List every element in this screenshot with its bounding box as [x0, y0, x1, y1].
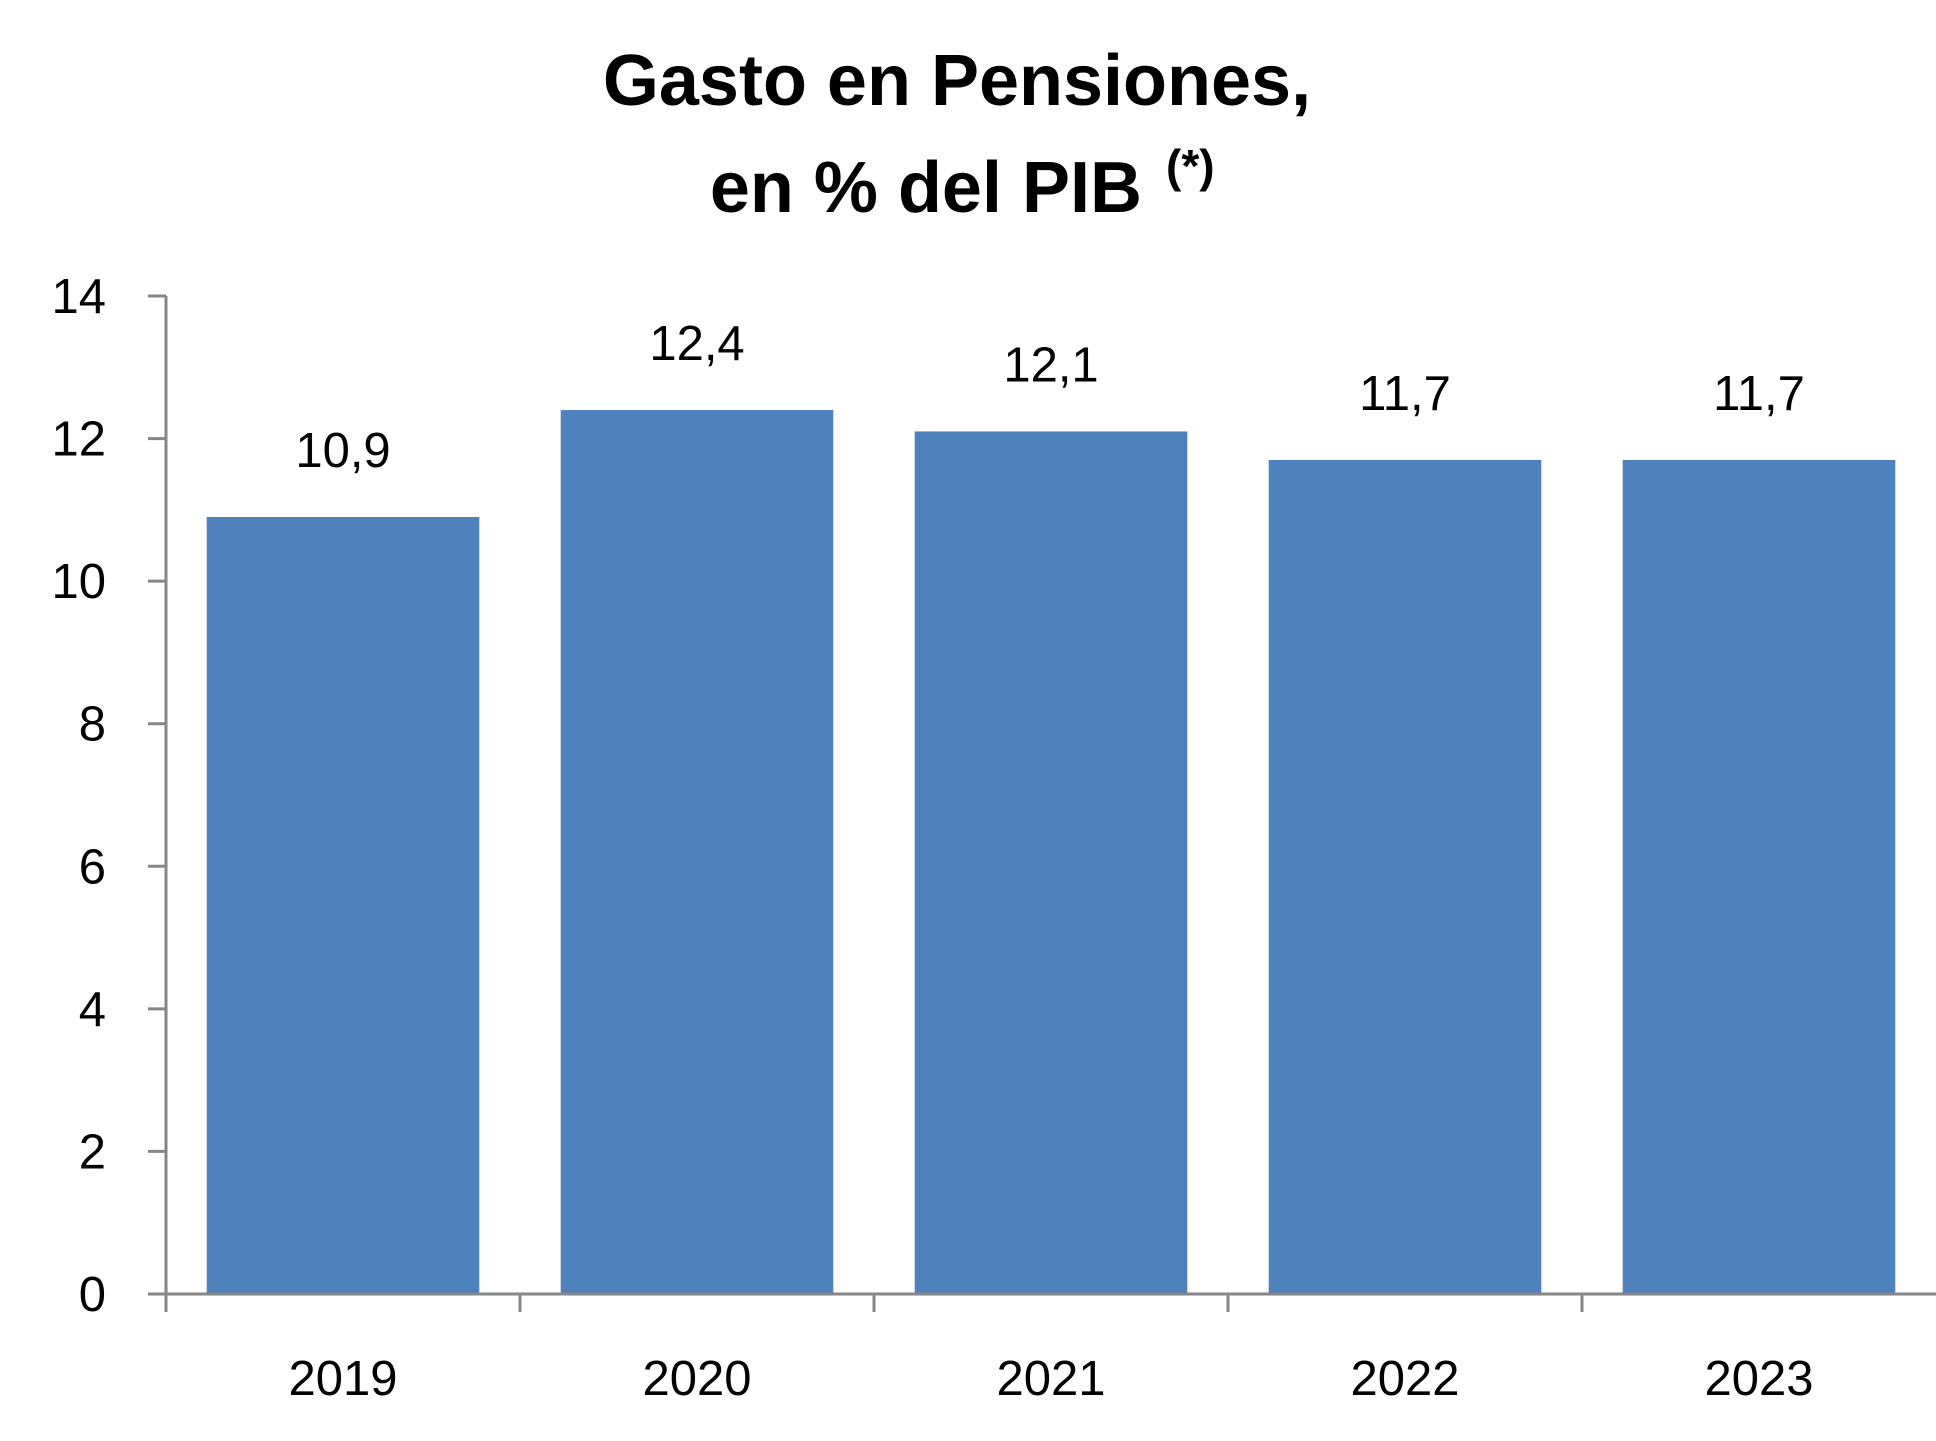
y-tick-label: 14 — [51, 270, 106, 324]
data-label: 10,9 — [295, 424, 390, 478]
data-label: 11,7 — [1359, 367, 1451, 421]
bar — [914, 431, 1188, 1294]
data-label: 11,7 — [1713, 367, 1805, 421]
y-tick-label: 4 — [79, 983, 106, 1037]
bar — [206, 516, 480, 1294]
chart-title: en % del PIB — [710, 148, 1142, 228]
bar — [560, 410, 834, 1294]
data-label: 12,4 — [649, 317, 744, 371]
bar — [1268, 459, 1542, 1294]
y-tick-label: 10 — [51, 555, 106, 609]
x-tick-label: 2023 — [1704, 1352, 1813, 1406]
y-tick-label: 12 — [51, 413, 106, 467]
y-tick-label: 8 — [79, 698, 106, 752]
x-tick-label: 2019 — [288, 1352, 397, 1406]
title-note: (*) — [1166, 140, 1215, 192]
y-tick-label: 6 — [79, 840, 106, 894]
data-label: 12,1 — [1003, 338, 1098, 392]
x-tick-label: 2022 — [1350, 1352, 1459, 1406]
y-tick-label: 0 — [79, 1268, 106, 1322]
bar — [1622, 459, 1896, 1294]
y-tick-label: 2 — [79, 1125, 106, 1179]
x-tick-label: 2020 — [642, 1352, 751, 1406]
chart-title: Gasto en Pensiones, — [603, 41, 1311, 121]
x-tick-label: 2021 — [996, 1352, 1105, 1406]
